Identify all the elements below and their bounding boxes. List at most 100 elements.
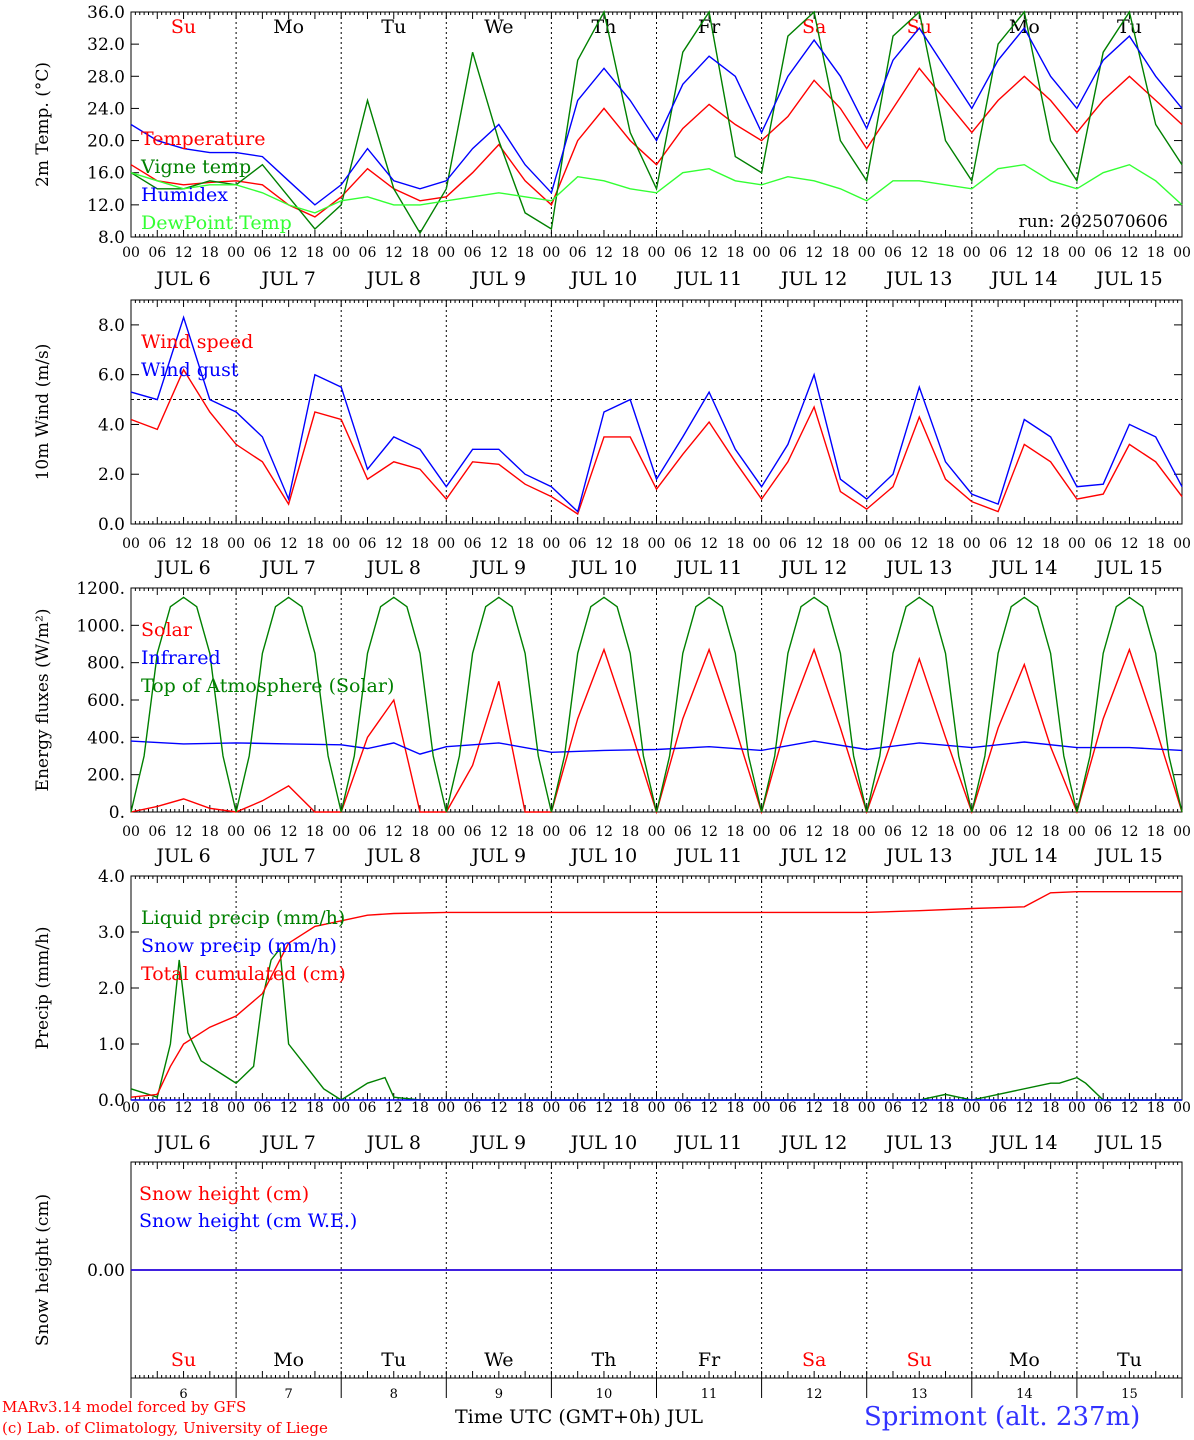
date-label: JUL 6: [154, 268, 210, 290]
legend-entry: Wind speed: [141, 331, 253, 353]
date-label: JUL 12: [779, 268, 847, 290]
y-tick-label: 24.0: [87, 99, 125, 119]
hour-label: 12: [1015, 824, 1033, 840]
day-number: 10: [596, 1387, 613, 1402]
hour-label: 00: [227, 1100, 245, 1116]
hour-label: 18: [411, 536, 429, 552]
hour-label: 18: [516, 824, 534, 840]
hour-label: 18: [621, 245, 639, 261]
hour-label: 18: [621, 536, 639, 552]
legend-entry: Total cumulated (cm): [141, 963, 346, 985]
hour-label: 12: [1121, 245, 1139, 261]
hour-label: 12: [1015, 536, 1033, 552]
hour-label: 12: [490, 1100, 508, 1116]
hour-label: 06: [464, 536, 482, 552]
legend-entry: DewPoint Temp: [141, 212, 292, 234]
hour-label: 18: [1147, 1100, 1165, 1116]
run-annotation: run: 2025070606: [1019, 212, 1168, 232]
hour-label: 00: [542, 536, 560, 552]
hour-label: 12: [385, 245, 403, 261]
legend-entry: Snow height (cm): [139, 1183, 309, 1205]
legend-entry: Wind gust: [141, 359, 239, 381]
y-axis-title: Energy fluxes (W/m²): [33, 609, 53, 792]
weekday-label: Th: [591, 1349, 616, 1371]
hour-label: 06: [1094, 1100, 1112, 1116]
weekday-label: Su: [907, 16, 932, 38]
date-label: JUL 15: [1094, 557, 1162, 579]
hour-label: 12: [385, 824, 403, 840]
date-label: JUL 11: [674, 845, 742, 867]
time-axis-title: Time UTC (GMT+0h) JUL: [455, 1406, 703, 1428]
day-number: 14: [1016, 1387, 1033, 1402]
hour-label: 12: [595, 1100, 613, 1116]
hour-label: 00: [753, 824, 771, 840]
hour-label: 06: [569, 1100, 587, 1116]
y-tick-label: 2.0: [98, 979, 125, 999]
hour-label: 18: [621, 1100, 639, 1116]
date-label: JUL 12: [779, 557, 847, 579]
y-tick-label: 400.: [87, 728, 125, 748]
hour-label: 00: [648, 536, 666, 552]
weekday-label: Fr: [698, 16, 721, 38]
date-label: JUL 13: [884, 268, 952, 290]
y-tick-label: 12.0: [87, 196, 125, 216]
date-label: JUL 8: [365, 557, 421, 579]
y-axis-title: 2m Temp. (°C): [33, 62, 53, 187]
hour-label: 12: [1121, 536, 1139, 552]
hour-label: 06: [674, 245, 692, 261]
hour-label: 18: [306, 245, 324, 261]
y-tick-label: 28.0: [87, 67, 125, 87]
date-label: JUL 9: [470, 557, 526, 579]
hour-label: 06: [884, 245, 902, 261]
hour-label: 00: [648, 245, 666, 261]
weekday-label: Su: [171, 16, 196, 38]
hour-label: 18: [937, 536, 955, 552]
hour-label: 12: [1121, 824, 1139, 840]
hour-label: 12: [910, 824, 928, 840]
y-tick-label: 4.0: [98, 415, 125, 435]
date-label: JUL 12: [779, 1132, 847, 1154]
series-line: [130, 368, 1183, 516]
hour-label: 12: [595, 824, 613, 840]
hour-label: 06: [1094, 245, 1112, 261]
legend-entry: Snow height (cm W.E.): [139, 1210, 357, 1232]
hour-label: 06: [148, 1100, 166, 1116]
y-axis-title: Snow height (cm): [33, 1194, 53, 1346]
hour-label: 12: [805, 536, 823, 552]
weekday-label: Su: [907, 1349, 932, 1371]
hour-label: 00: [1173, 824, 1191, 840]
hour-label: 18: [832, 1100, 850, 1116]
hour-label: 06: [569, 245, 587, 261]
legend-entry: Solar: [141, 619, 193, 641]
hour-label: 00: [753, 536, 771, 552]
hour-label: 00: [332, 536, 350, 552]
hour-label: 06: [148, 824, 166, 840]
day-number: 6: [179, 1387, 187, 1402]
hour-label: 00: [227, 536, 245, 552]
hour-label: 12: [280, 1100, 298, 1116]
hour-label: 18: [937, 1100, 955, 1116]
hour-label: 00: [1173, 245, 1191, 261]
day-number: 13: [911, 1387, 928, 1402]
hour-label: 06: [253, 245, 271, 261]
hour-label: 06: [359, 1100, 377, 1116]
date-label: JUL 10: [569, 268, 637, 290]
hour-label: 00: [227, 245, 245, 261]
date-label: JUL 11: [674, 268, 742, 290]
y-tick-label: 20.0: [87, 132, 125, 152]
hour-label: 18: [306, 1100, 324, 1116]
hour-label: 18: [937, 824, 955, 840]
hour-label: 06: [253, 824, 271, 840]
date-label: JUL 15: [1094, 1132, 1162, 1154]
day-number: 11: [701, 1387, 718, 1402]
station-label: Sprimont (alt. 237m): [864, 1402, 1141, 1432]
date-label: JUL 13: [884, 1132, 952, 1154]
date-label: JUL 9: [470, 1132, 526, 1154]
hour-label: 00: [437, 536, 455, 552]
y-tick-label: 32.0: [87, 35, 125, 55]
legend-entry: Liquid precip (mm/h): [141, 907, 345, 929]
hour-label: 18: [832, 245, 850, 261]
hour-label: 00: [858, 536, 876, 552]
date-label: JUL 14: [989, 268, 1057, 290]
